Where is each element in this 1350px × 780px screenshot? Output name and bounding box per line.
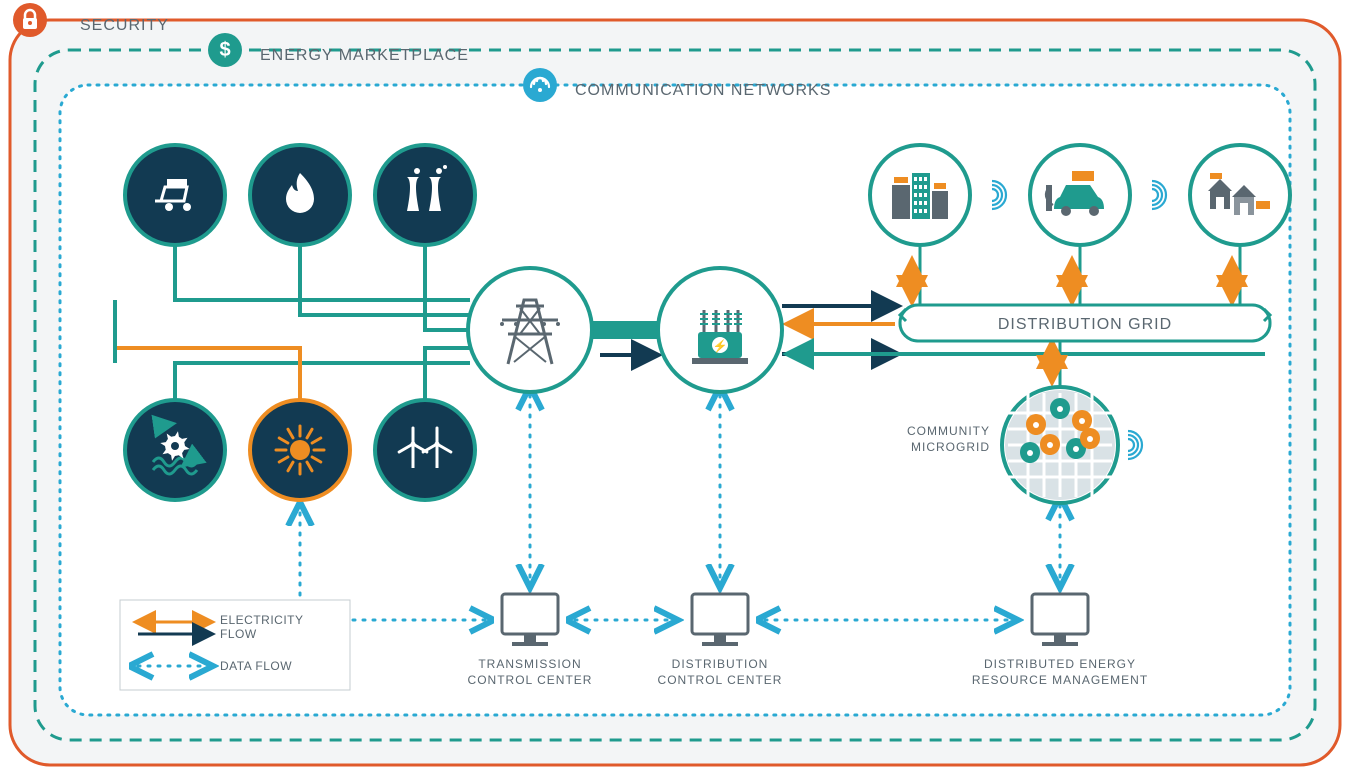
solar-node [250,400,350,500]
marketplace-label: ENERGY MARKETPLACE [260,47,469,64]
tcc-label-l1: TRANSMISSION [478,657,581,671]
der-label-l2: RESOURCE MANAGEMENT [972,673,1148,687]
distribution-node: ⚡ [658,268,782,392]
homes-node [1190,145,1290,245]
svg-text:⚡: ⚡ [713,339,728,353]
transmission-node [468,268,592,392]
security-label: SECURITY [80,17,169,34]
microgrid-label-l1: COMMUNITY [907,424,990,438]
legend-elec-l2: FLOW [220,627,257,641]
wind-node [375,400,475,500]
legend-data: DATA FLOW [220,659,292,673]
ev-node [1030,145,1130,245]
legend-elec-l1: ELECTRICITY [220,613,304,627]
tcc-label-l2: CONTROL CENTER [468,673,593,687]
dcc-label-l1: DISTRIBUTION [672,657,769,671]
building-node [870,145,970,245]
community-microgrid-node [1002,387,1118,503]
coal-node [125,145,225,245]
comm-label: COMMUNICATION NETWORKS [575,82,831,99]
der-label-l1: DISTRIBUTED ENERGY [984,657,1136,671]
dcc-label-l2: CONTROL CENTER [658,673,783,687]
hydro-node [125,400,225,500]
distribution-grid-label: DISTRIBUTION GRID [998,316,1172,333]
svg-text:$: $ [219,39,230,61]
security-badge: SECURITY [13,3,169,37]
gas-node [250,145,350,245]
nuclear-node [375,145,475,245]
microgrid-label-l2: MICROGRID [911,440,990,454]
